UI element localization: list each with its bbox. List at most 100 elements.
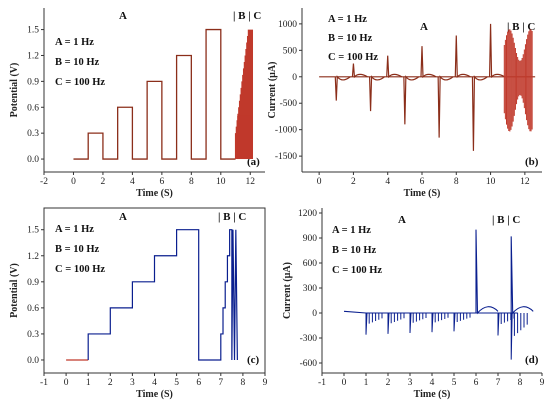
y-tick-label: 1.5 bbox=[27, 26, 39, 36]
x-tick-label: 2 bbox=[108, 378, 113, 388]
spike-down bbox=[453, 312, 471, 332]
y-tick-label: 0.9 bbox=[27, 77, 39, 87]
x-tick-label: 4 bbox=[385, 177, 390, 187]
x-tick-label: 8 bbox=[518, 378, 523, 388]
spike-down bbox=[368, 75, 385, 112]
y-tick-label: 0 bbox=[292, 73, 297, 83]
y-tick-label: 0.0 bbox=[27, 356, 39, 366]
region-bc-label: | B | C bbox=[492, 214, 520, 226]
spike-down bbox=[437, 75, 454, 138]
x-tick-label: -2 bbox=[40, 177, 48, 187]
x-tick-label: 6 bbox=[474, 378, 479, 388]
x-tick-label: 8 bbox=[454, 177, 459, 187]
y-axis-label: Potential (V) bbox=[9, 263, 20, 318]
y-tick-label: 0.3 bbox=[27, 129, 39, 139]
legend-entry: C = 100 Hz bbox=[332, 265, 382, 276]
oscillation-series bbox=[503, 29, 533, 132]
x-tick-label: 2 bbox=[386, 378, 391, 388]
x-tick-label: 3 bbox=[408, 378, 413, 388]
x-tick-label: 3 bbox=[130, 378, 135, 388]
panel-tag: (b) bbox=[525, 156, 539, 168]
x-tick-label: 9 bbox=[540, 378, 545, 388]
panel-tag: (c) bbox=[247, 354, 260, 366]
legend-entry: B = 10 Hz bbox=[55, 244, 100, 255]
y-tick-label: 900 bbox=[303, 234, 318, 244]
y-tick-label: 1.5 bbox=[27, 226, 39, 236]
region-bc-label: | B | C bbox=[218, 211, 246, 223]
spike-up bbox=[510, 236, 534, 315]
panel-tag: (d) bbox=[525, 354, 539, 366]
spike-down bbox=[365, 312, 383, 335]
x-tick-label: -1 bbox=[40, 378, 48, 388]
panel-d: -1 0 1 2 3 4 5 6 7 8 9 1200 900 600 300 0 -300 -600 Time (… bbox=[282, 208, 545, 400]
legend-entry: C = 100 Hz bbox=[55, 264, 105, 275]
spike-down bbox=[387, 312, 405, 334]
x-tick-label: 4 bbox=[130, 177, 135, 187]
y-tick-label: 600 bbox=[303, 259, 318, 269]
y-tick-label: 0.0 bbox=[27, 155, 39, 165]
legend-entry: A = 1 Hz bbox=[328, 14, 367, 25]
x-tick-label: 5 bbox=[174, 378, 179, 388]
x-tick-label: 8 bbox=[189, 177, 194, 187]
y-tick-label: 500 bbox=[283, 46, 298, 56]
region-a-label: A bbox=[420, 21, 428, 33]
spike-down bbox=[334, 75, 351, 101]
spike-down bbox=[471, 75, 488, 151]
x-tick-label: 0 bbox=[71, 177, 76, 187]
spike-down bbox=[431, 312, 449, 333]
x-tick-label: 12 bbox=[246, 177, 256, 187]
y-tick-label: 0.6 bbox=[27, 304, 39, 314]
x-tick-label: 0 bbox=[317, 177, 322, 187]
legend-entry: C = 100 Hz bbox=[328, 52, 378, 63]
x-tick-label: 1 bbox=[364, 378, 369, 388]
y-tick-label: 1.2 bbox=[27, 252, 39, 262]
panel-a: -2 0 2 4 6 8 10 12 0.0 0.3 0.6 0.9 1.2 1.5 Time (S) Pot… bbox=[9, 8, 265, 199]
region-a-label: A bbox=[398, 214, 406, 226]
x-tick-label: 9 bbox=[263, 378, 268, 388]
x-tick-label: 10 bbox=[486, 177, 496, 187]
x-tick-label: 7 bbox=[496, 378, 501, 388]
region-bc-label: | B | C bbox=[233, 10, 261, 22]
legend-entry: B = 10 Hz bbox=[332, 245, 377, 256]
spike-down bbox=[403, 75, 420, 125]
y-tick-label: -600 bbox=[300, 359, 318, 369]
x-axis-label: Time (S) bbox=[414, 389, 451, 400]
x-axis-label: Time (S) bbox=[404, 188, 441, 199]
legend-entry: C = 100 Hz bbox=[55, 77, 105, 88]
y-tick-label: -1000 bbox=[275, 126, 297, 136]
y-tick-label: -1500 bbox=[275, 152, 297, 162]
burst-fill bbox=[237, 115, 252, 160]
x-tick-label: 5 bbox=[452, 378, 457, 388]
x-axis-label: Time (S) bbox=[136, 389, 173, 400]
spike-up bbox=[488, 23, 505, 79]
y-axis-label: Potential (V) bbox=[9, 63, 20, 118]
x-tick-label: 2 bbox=[351, 177, 356, 187]
spike-down bbox=[497, 312, 515, 336]
x-tick-label: 6 bbox=[196, 378, 201, 388]
spike-up bbox=[454, 35, 471, 79]
x-tick-label: 0 bbox=[342, 378, 347, 388]
x-tick-label: 4 bbox=[152, 378, 157, 388]
region-a-label: A bbox=[119, 211, 127, 223]
x-tick-label: 2 bbox=[101, 177, 106, 187]
y-tick-label: 300 bbox=[303, 284, 318, 294]
y-axis-label: Current (µA) bbox=[282, 262, 293, 319]
series-baseline bbox=[343, 310, 518, 314]
x-tick-label: 0 bbox=[64, 378, 69, 388]
spike-up bbox=[420, 46, 437, 79]
y-tick-label: 1.2 bbox=[27, 51, 39, 61]
y-tick-label: 1000 bbox=[278, 20, 297, 30]
x-tick-label: 12 bbox=[520, 177, 530, 187]
x-tick-label: 6 bbox=[420, 177, 425, 187]
spike-up bbox=[351, 63, 368, 79]
x-tick-label: 10 bbox=[216, 177, 226, 187]
y-tick-label: 0.6 bbox=[27, 103, 39, 113]
legend-entry: A = 1 Hz bbox=[332, 225, 371, 236]
y-tick-label: -500 bbox=[280, 99, 298, 109]
panel-b: 0 2 4 6 8 10 12 1000 500 0 -500 -1000 -1500 Time (S) C… bbox=[267, 8, 542, 199]
spike-down bbox=[510, 312, 528, 360]
x-tick-label: 4 bbox=[430, 378, 435, 388]
x-tick-label: 6 bbox=[159, 177, 164, 187]
y-tick-label: 0.9 bbox=[27, 278, 39, 288]
